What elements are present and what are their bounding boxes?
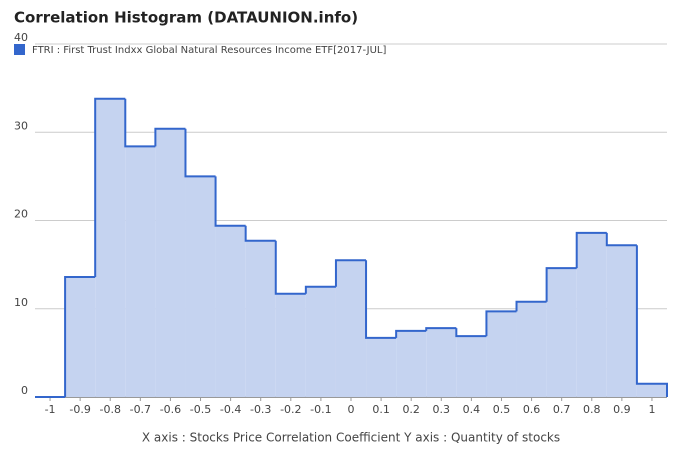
chart-title: Correlation Histogram (DATAUNION.info)	[14, 9, 358, 27]
bar	[486, 311, 517, 397]
bar-outline	[124, 98, 156, 148]
x-tick-label: 0.4	[463, 403, 481, 416]
bar-outline	[635, 245, 668, 397]
x-tick-label: -0.9	[69, 403, 90, 416]
bar-outline	[94, 97, 126, 277]
bar-outline	[214, 176, 246, 227]
bar	[185, 176, 216, 397]
bar-outline	[395, 329, 427, 338]
x-tick-label: 0.3	[433, 403, 451, 416]
bar-outline	[425, 327, 457, 331]
bar	[366, 337, 397, 397]
bar	[516, 301, 547, 397]
x-tick-label: -0.6	[160, 403, 181, 416]
bar-outline	[304, 285, 336, 294]
bar-outline	[545, 267, 577, 302]
x-tick-label: 0.1	[372, 403, 390, 416]
x-axis-label: X axis : Stocks Price Correlation Coeffi…	[142, 431, 560, 445]
x-tick-label: 0.2	[402, 403, 420, 416]
bar-outline	[365, 260, 397, 339]
x-tick-label: -0.3	[250, 403, 271, 416]
bar	[155, 128, 186, 397]
bar	[125, 146, 156, 397]
bar	[606, 245, 637, 397]
bar	[456, 336, 487, 397]
x-tick-label: 0.6	[523, 403, 541, 416]
bar-outline	[154, 127, 186, 147]
bar	[245, 240, 276, 397]
y-tick-label: 20	[14, 208, 28, 221]
y-tick-label: 10	[14, 296, 28, 309]
bar-outline	[605, 232, 637, 247]
x-tick-label: 0.9	[613, 403, 631, 416]
bar-outline	[515, 300, 547, 312]
bar	[305, 286, 336, 397]
y-tick-label: 30	[14, 119, 28, 132]
x-tick-label: 1	[648, 403, 655, 416]
bar	[275, 293, 306, 397]
bar	[546, 268, 577, 397]
legend-label: FTRI : First Trust Indxx Global Natural …	[32, 45, 386, 56]
bar-outline	[274, 240, 306, 295]
x-tick-label: 0.5	[493, 403, 511, 416]
bar-outline	[485, 310, 517, 337]
bar	[576, 232, 607, 397]
x-tick-label: 0	[348, 403, 355, 416]
bar-outline	[244, 225, 276, 242]
bar	[396, 330, 427, 397]
x-tick-label: 0.8	[583, 403, 601, 416]
bar	[426, 328, 457, 397]
x-tick-label: -0.8	[100, 403, 121, 416]
bar-outline	[64, 275, 96, 397]
legend-swatch	[14, 44, 25, 55]
x-tick-label: -1	[45, 403, 56, 416]
bar-outline	[575, 231, 607, 269]
x-tick-label: -0.7	[130, 403, 151, 416]
bar	[335, 260, 367, 397]
x-tick-label: -0.1	[310, 403, 331, 416]
y-tick-label: 40	[14, 31, 28, 44]
x-tick-label: -0.4	[220, 403, 241, 416]
x-tick-label: -0.2	[280, 403, 301, 416]
bar-outline	[455, 328, 487, 338]
y-tick-label: 0	[21, 384, 28, 397]
bar	[95, 98, 126, 397]
bar-outline	[184, 128, 216, 178]
bar	[636, 383, 667, 397]
bar	[215, 225, 246, 397]
bar	[65, 276, 96, 397]
x-tick-label: 0.7	[553, 403, 571, 416]
x-tick-label: -0.5	[190, 403, 211, 416]
bar-outline	[334, 259, 367, 287]
